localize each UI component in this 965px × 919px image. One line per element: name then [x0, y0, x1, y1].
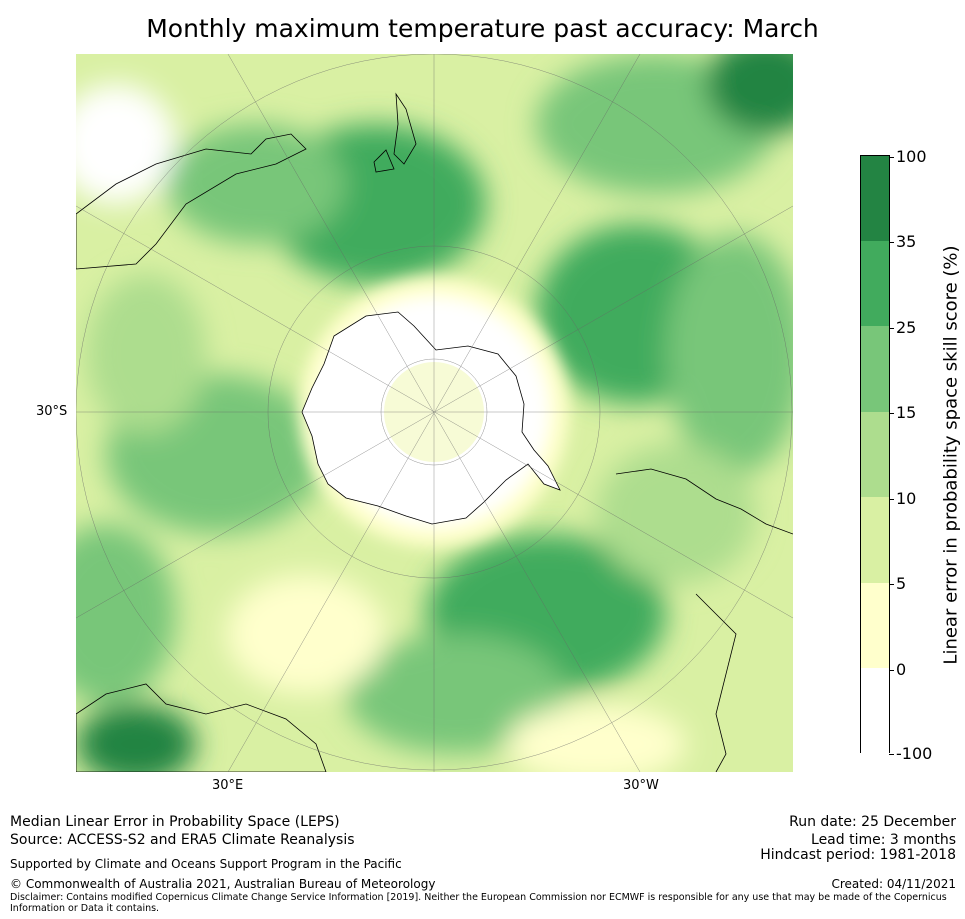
colorbar-tick: -100: [888, 744, 933, 763]
footer-run-date: Run date: 25 December: [789, 814, 956, 830]
colorbar-tick: 0: [888, 660, 907, 679]
lon-label-30w: 30°W: [623, 778, 659, 793]
footer-disclaimer: Disclaimer: Contains modified Copernicus…: [10, 892, 947, 914]
colorbar: [860, 155, 890, 753]
lat-label-30s: 30°S: [36, 404, 68, 419]
colorbar-tick: 100: [889, 147, 927, 166]
footer-lead-time: Lead time: 3 months: [811, 832, 956, 848]
colorbar-segment-10-15: [861, 412, 889, 497]
colorbar-tick: 10: [888, 489, 917, 508]
footer-created: Created: 04/11/2021: [831, 877, 956, 891]
colorbar-tick: 5: [888, 574, 907, 593]
colorbar-segment-25-35: [861, 241, 889, 326]
footer-copyright: © Commonwealth of Australia 2021, Austra…: [10, 877, 436, 891]
new-zealand-coast: [373, 92, 417, 173]
colorbar-segment-15-25: [861, 326, 889, 412]
australia-coast: [76, 133, 307, 270]
footer-support: Supported by Climate and Oceans Support …: [10, 857, 402, 871]
footer-hindcast: Hindcast period: 1981-2018: [760, 847, 956, 863]
map-title: Monthly maximum temperature past accurac…: [146, 14, 819, 43]
colorbar-title: Linear error in probability space skill …: [940, 245, 962, 665]
footer-leps: Median Linear Error in Probability Space…: [10, 814, 340, 830]
colorbar-tick: 15: [888, 403, 917, 422]
africa-coast: [76, 683, 327, 772]
lon-label-30e: 30°E: [212, 778, 244, 793]
colorbar-segment-5-10: [861, 497, 889, 583]
map-canvas: [76, 54, 793, 772]
south-america-coast: [615, 468, 793, 772]
colorbar-tick: 35: [888, 232, 917, 251]
colorbar-segment-0-5: [861, 583, 889, 668]
polar-map[interactable]: [76, 54, 793, 772]
colorbar-segment-35-100: [861, 156, 889, 241]
footer-source: Source: ACCESS-S2 and ERA5 Climate Reana…: [10, 832, 355, 848]
colorbar-tick: 25: [888, 318, 917, 337]
skill-field: [76, 54, 793, 772]
colorbar-segment-neg100-0: [861, 668, 889, 753]
graticule: [76, 54, 793, 772]
